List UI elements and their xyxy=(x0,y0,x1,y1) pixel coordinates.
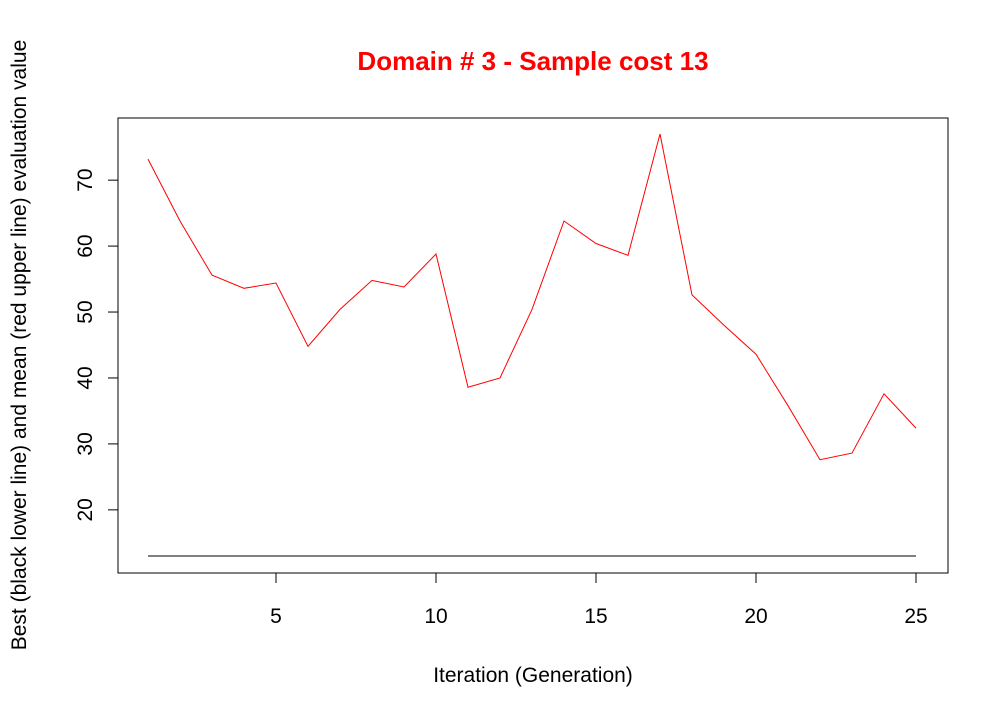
y-tick-label: 60 xyxy=(74,234,97,257)
x-tick-label: 5 xyxy=(270,605,282,628)
y-tick-label: 70 xyxy=(74,168,97,191)
y-tick-label: 40 xyxy=(74,366,97,389)
y-tick-label: 50 xyxy=(74,300,97,323)
x-tick-label: 10 xyxy=(424,605,447,628)
x-tick-label: 25 xyxy=(904,605,927,628)
series-layer xyxy=(147,133,917,557)
x-tick-label: 15 xyxy=(584,605,607,628)
chart-title: Domain # 3 - Sample cost 13 xyxy=(357,46,708,76)
y-tick-label: 30 xyxy=(74,432,97,455)
mean-series-line xyxy=(147,133,917,461)
y-axis: 20 30 40 50 60 70 xyxy=(74,168,119,522)
x-axis: 5 10 15 20 25 xyxy=(270,572,928,628)
plot-frame xyxy=(117,117,949,574)
y-axis-label: Best (black lower line) and mean (red up… xyxy=(8,40,31,651)
x-axis-label: Iteration (Generation) xyxy=(433,664,633,687)
x-tick-label: 20 xyxy=(744,605,767,628)
y-tick-label: 20 xyxy=(74,498,97,521)
